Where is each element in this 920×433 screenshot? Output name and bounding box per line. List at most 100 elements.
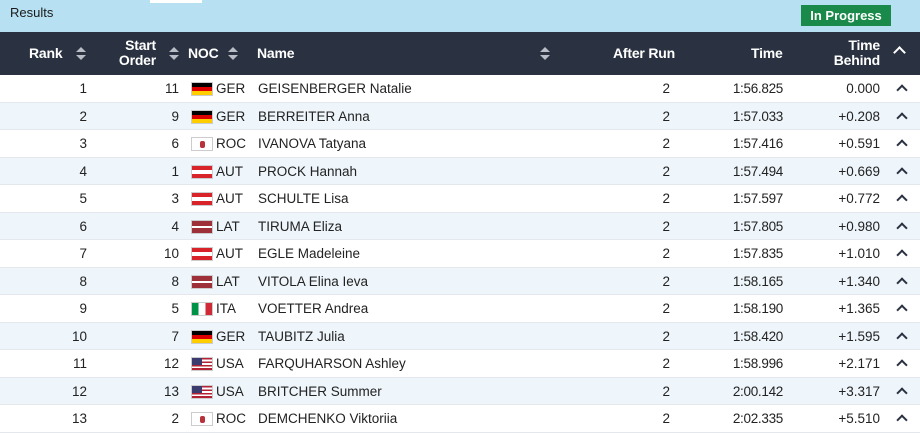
noc-cell: USA [216,383,244,399]
aut-flag-icon [191,247,213,261]
noc-cell: GER [216,81,246,96]
athlete-name-cell: VITOLA Elina Ieva [258,273,369,289]
after-run-cell: 2 [662,246,670,261]
column-header-after-run[interactable]: After Run [613,45,675,61]
start-order-cell: 11 [164,81,179,96]
start-order-cell: 10 [163,246,179,261]
after-run-cell: 2 [662,411,670,426]
time-cell: 2:02.335 [732,411,783,426]
time-behind-cell: +3.317 [838,383,880,399]
column-header-rank[interactable]: Rank [29,45,63,61]
results-table-header: Rank Start Order NOC Name After Run Time… [0,32,920,75]
expand-row-chevron-up-icon[interactable] [896,139,908,151]
after-run-cell: 2 [662,218,670,234]
expand-row-chevron-up-icon[interactable] [896,166,908,179]
ger-flag-icon [191,82,213,96]
collapse-all-chevron-up-icon[interactable] [893,46,906,59]
column-header-start-order[interactable]: Start Order [118,38,156,68]
start-order-cell: 4 [171,218,179,234]
table-row[interactable]: 12 13 USA BRITCHER Summer 2 2:00.142 +3.317 [0,377,920,405]
column-header-noc[interactable]: NOC [188,45,219,61]
sort-rank-icon[interactable] [76,47,86,61]
start-order-cell: 8 [171,273,179,289]
time-cell: 1:57.835 [732,246,783,261]
time-cell: 1:58.165 [732,273,783,289]
expand-row-chevron-up-icon[interactable] [896,221,908,234]
after-run-cell: 2 [662,328,670,344]
after-run-cell: 2 [662,136,670,151]
start-order-cell: 2 [171,411,179,426]
after-run-cell: 2 [662,301,670,316]
time-behind-label-line1: Time [848,37,880,53]
start-order-cell: 7 [171,328,179,344]
rank-cell: 10 [71,328,87,344]
sort-noc-icon[interactable] [228,47,238,61]
noc-cell: LAT [216,218,240,234]
expand-row-chevron-up-icon[interactable] [896,386,908,399]
table-row[interactable]: 7 10 AUT EGLE Madeleine 2 1:57.835 +1.010 [0,240,920,268]
table-row[interactable]: 3 6 ROC IVANOVA Tatyana 2 1:57.416 +0.591 [0,130,920,158]
start-order-cell: 9 [171,108,179,124]
time-cell: 1:57.597 [732,191,783,206]
sort-start-order-icon[interactable] [169,47,179,61]
time-behind-cell: +0.591 [838,136,880,151]
noc-cell: AUT [216,246,243,261]
table-row[interactable]: 8 8 LAT VITOLA Elina Ieva 2 1:58.165 +1.340 [0,267,920,295]
athlete-name-cell: EGLE Madeleine [258,246,361,261]
expand-row-chevron-up-icon[interactable] [896,249,908,261]
ger-flag-icon [191,109,213,124]
athlete-name-cell: GEISENBERGER Natalie [258,81,412,96]
rank-cell: 6 [79,218,87,234]
column-header-name[interactable]: Name [257,45,295,61]
expand-row-chevron-up-icon[interactable] [896,276,908,289]
rank-cell: 11 [72,356,87,371]
expand-row-chevron-up-icon[interactable] [896,111,908,124]
time-behind-cell: +0.772 [838,191,880,206]
expand-row-chevron-up-icon[interactable] [896,359,908,371]
table-row[interactable]: 6 4 LAT TIRUMA Eliza 2 1:57.805 +0.980 [0,212,920,240]
expand-row-chevron-up-icon[interactable] [896,194,908,206]
column-header-time[interactable]: Time [751,45,783,61]
tab-indicator [150,0,202,3]
table-row[interactable]: 2 9 GER BERREITER Anna 2 1:57.033 +0.208 [0,102,920,130]
table-row[interactable]: 4 1 AUT PROCK Hannah 2 1:57.494 +0.669 [0,157,920,185]
start-order-cell: 6 [171,136,179,151]
after-run-cell: 2 [662,163,670,179]
noc-cell: ROC [216,411,246,426]
rank-cell: 12 [71,383,87,399]
expand-row-chevron-up-icon[interactable] [896,414,908,426]
noc-cell: GER [216,328,246,344]
start-order-label-line1: Start [125,37,156,53]
start-order-cell: 5 [171,301,179,316]
time-behind-cell: +1.595 [838,328,880,344]
roc-flag-icon [191,412,213,426]
athlete-name-cell: PROCK Hannah [258,163,358,179]
rank-cell: 9 [79,301,87,316]
rank-cell: 1 [79,81,87,96]
after-run-cell: 2 [662,383,670,399]
table-row[interactable]: 9 5 ITA VOETTER Andrea 2 1:58.190 +1.365 [0,295,920,323]
table-row[interactable]: 5 3 AUT SCHULTE Lisa 2 1:57.597 +0.772 [0,185,920,213]
time-cell: 1:58.190 [732,301,783,316]
noc-cell: ITA [216,301,236,316]
expand-row-chevron-up-icon[interactable] [896,304,908,316]
time-behind-cell: +1.365 [838,301,880,316]
expand-row-chevron-up-icon[interactable] [896,84,908,96]
rank-cell: 3 [79,136,87,151]
time-behind-cell: +0.980 [838,218,880,234]
table-row[interactable]: 13 2 ROC DEMCHENKO Viktoriia 2 2:02.335 +5.510 [0,405,920,433]
column-header-time-behind[interactable]: Time Behind [830,38,880,68]
ita-flag-icon [191,302,213,316]
athlete-name-cell: DEMCHENKO Viktoriia [258,411,398,426]
time-behind-cell: +1.010 [838,246,880,261]
start-order-cell: 13 [163,383,179,399]
sort-name-icon[interactable] [540,47,550,61]
time-cell: 1:58.420 [732,328,783,344]
table-row[interactable]: 1 11 GER GEISENBERGER Natalie 2 1:56.825 0.000 [0,75,920,103]
start-order-cell: 12 [163,356,179,371]
table-row[interactable]: 10 7 GER TAUBITZ Julia 2 1:58.420 +1.595 [0,322,920,350]
expand-row-chevron-up-icon[interactable] [896,331,908,344]
rank-cell: 13 [71,411,87,426]
time-behind-cell: +1.340 [838,273,880,289]
table-row[interactable]: 11 12 USA FARQUHARSON Ashley 2 1:58.996 +2.171 [0,350,920,378]
